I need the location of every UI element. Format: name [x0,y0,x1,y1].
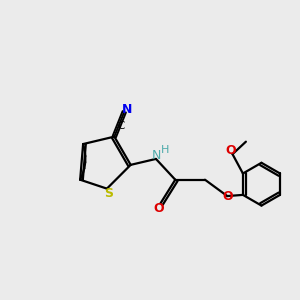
Text: N: N [151,149,160,162]
Text: N: N [122,103,132,116]
Text: H: H [161,145,169,155]
Text: O: O [223,190,233,202]
Text: S: S [104,188,113,200]
Text: C: C [117,121,124,131]
Text: O: O [154,202,164,215]
Text: O: O [226,144,236,157]
